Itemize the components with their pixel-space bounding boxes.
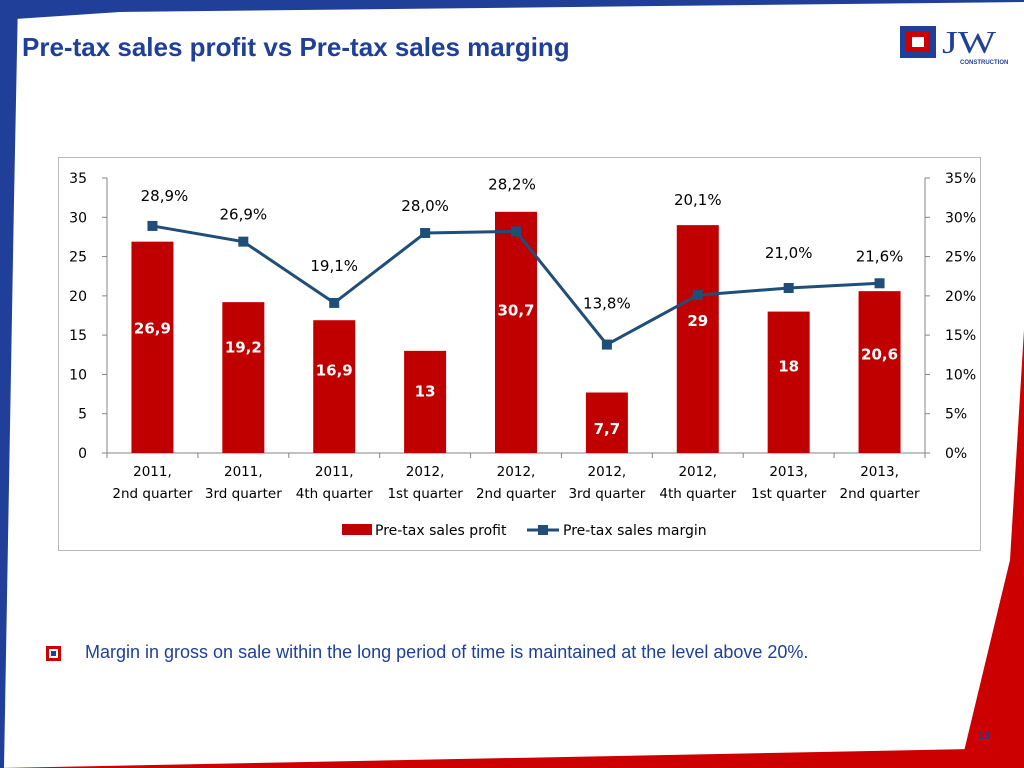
y-tick-label-right: 0% <box>945 446 967 462</box>
logo-subtext: CONSTRUCTION <box>960 60 1008 66</box>
margin-point-marker <box>147 220 158 231</box>
x-tick-label: 4th quarter <box>296 486 373 502</box>
margin-data-label: 20,1% <box>674 191 722 209</box>
bar-data-label: 20,6 <box>861 345 898 363</box>
x-tick-label: 1st quarter <box>751 486 827 502</box>
bar-data-label: 30,7 <box>497 302 534 320</box>
page-number: 10 <box>978 730 991 742</box>
x-tick-label: 2011, <box>224 464 263 480</box>
margin-point-marker <box>601 339 612 350</box>
legend-swatch-profit <box>342 524 372 535</box>
combo-chart: 0 0% 5 5% 10 10% 15 15% 20 20% 25 25% 30 30% 35 35% 2011… <box>69 171 976 539</box>
page-title: Pre-tax sales profit vs Pre-tax sales ma… <box>22 32 570 62</box>
y-tick-label-left: 30 <box>69 210 87 226</box>
x-tick-label: 3rd quarter <box>205 486 282 502</box>
margin-data-label: 28,2% <box>488 175 536 193</box>
margin-data-label: 19,1% <box>310 257 358 275</box>
x-tick-label: 2011, <box>133 464 172 480</box>
y-tick-label-left: 20 <box>69 289 87 305</box>
y-tick-label-left: 5 <box>78 407 87 423</box>
x-tick-label: 2012, <box>406 464 445 480</box>
x-tick-label: 4th quarter <box>659 486 736 502</box>
bar <box>222 302 265 453</box>
y-tick-label-right: 20% <box>945 289 976 305</box>
company-logo: JW CONSTRUCTION <box>900 24 1008 66</box>
margin-data-label: 13,8% <box>583 295 631 313</box>
legend-swatch-margin-marker <box>538 525 548 535</box>
margin-point-marker <box>238 236 249 247</box>
y-tick-label-right: 15% <box>945 328 976 344</box>
x-tick-label: 2013, <box>769 464 808 480</box>
margin-data-label: 26,9% <box>220 206 268 224</box>
bar-data-label: 19,2 <box>225 338 262 356</box>
x-tick-label: 2013, <box>860 464 899 480</box>
bar-data-label: 26,9 <box>134 319 171 337</box>
x-tick-label: 2nd quarter <box>840 486 921 502</box>
margin-point-marker <box>329 297 340 308</box>
bullet-text: Margin in gross on sale within the long … <box>85 642 809 662</box>
x-tick-label: 2012, <box>678 464 717 480</box>
y-tick-label-right: 35% <box>945 171 976 187</box>
margin-point-marker <box>420 228 431 238</box>
x-tick-label: 2012, <box>588 464 627 480</box>
y-tick-label-left: 25 <box>69 250 87 266</box>
bar-data-label: 7,7 <box>594 420 621 438</box>
bar-data-label: 29 <box>687 312 708 330</box>
chart-frame: 0 0% 5 5% 10 10% 15 15% 20 20% 25 25% 30 30% 35 35% 2011… <box>58 157 981 551</box>
y-tick-label-left: 15 <box>69 328 87 344</box>
x-tick-label: 1st quarter <box>387 486 463 502</box>
x-tick-label: 2011, <box>315 464 354 480</box>
legend-label-margin: Pre-tax sales margin <box>563 523 707 539</box>
margin-data-label: 21,6% <box>856 247 904 265</box>
bar-data-label: 13 <box>415 383 436 401</box>
bar-data-label: 16,9 <box>316 362 353 380</box>
bar <box>131 241 174 453</box>
bar <box>676 225 719 453</box>
bar <box>404 350 447 453</box>
bar <box>767 311 810 453</box>
y-tick-label-right: 5% <box>945 407 967 423</box>
margin-data-label: 28,0% <box>401 197 449 215</box>
logo-wordmark: JW <box>942 24 997 60</box>
logo-mark-inner <box>912 37 924 47</box>
bar <box>858 291 901 453</box>
x-tick-label: 3rd quarter <box>568 486 645 502</box>
bar <box>585 392 628 453</box>
margin-data-label: 28,9% <box>141 187 189 205</box>
legend-label-profit: Pre-tax sales profit <box>375 523 507 539</box>
margin-point-marker <box>874 278 885 289</box>
margin-point-marker <box>692 290 703 301</box>
y-tick-label-left: 10 <box>69 367 87 383</box>
margin-point-marker <box>783 283 794 293</box>
margin-data-label: 21,0% <box>765 244 813 262</box>
top-band-blue <box>0 0 1024 20</box>
bar-data-label: 18 <box>778 358 799 376</box>
bar <box>495 211 537 453</box>
bar <box>313 320 356 453</box>
x-tick-label: 2nd quarter <box>476 486 557 502</box>
y-tick-label-right: 10% <box>945 367 976 383</box>
left-band-blue <box>0 0 18 768</box>
y-tick-label-right: 30% <box>945 210 976 226</box>
y-tick-label-left: 35 <box>69 171 87 187</box>
bottom-band-red <box>0 748 1024 768</box>
y-tick-label-left: 0 <box>78 446 87 462</box>
margin-point-marker <box>511 226 521 237</box>
y-tick-label-right: 25% <box>945 250 976 266</box>
x-tick-label: 2012, <box>497 464 536 480</box>
right-band-red <box>960 330 1024 768</box>
x-tick-label: 2nd quarter <box>112 486 193 502</box>
square-bullet-icon <box>46 646 61 661</box>
